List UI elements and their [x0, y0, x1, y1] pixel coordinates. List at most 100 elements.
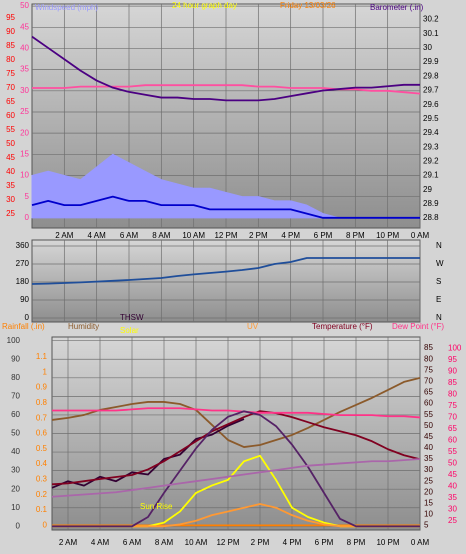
x-tick-label: 2 AM — [59, 538, 78, 547]
y-tick-label: 30 — [423, 43, 432, 52]
y-tick-label: 75 — [6, 69, 15, 78]
y-tick-label: 40 — [6, 167, 15, 176]
y-tick-label: E — [436, 295, 441, 304]
y-tick-label: 50 — [11, 429, 20, 438]
y-tick-label: 0.1 — [36, 505, 48, 514]
y-tick-label: 29.2 — [423, 156, 439, 165]
x-tick-label: 10 AM — [182, 231, 205, 240]
x-tick-label: 8 PM — [346, 231, 365, 240]
y-tick-label: 30.2 — [423, 15, 439, 24]
y-tick-label: 70 — [424, 376, 433, 385]
y-tick-label: 5 — [424, 521, 429, 530]
y-tick-label: 100 — [7, 336, 21, 345]
line — [51, 410, 421, 486]
x-tick-label: 6 AM — [123, 538, 142, 547]
x-tick-label: 2 PM — [251, 538, 270, 547]
y-tick-label: 55 — [448, 447, 457, 456]
y-tick-label: 50 — [448, 458, 457, 467]
y-tick-label: 180 — [16, 277, 30, 286]
chart-subtitle: Friday 13/03/26 — [280, 1, 336, 10]
y-tick-label: 360 — [16, 241, 30, 250]
annotation: Sun Rise — [140, 502, 173, 511]
line — [31, 35, 420, 102]
y-tick-label: 40 — [11, 447, 20, 456]
y-tick-label: 90 — [11, 354, 20, 363]
y-tick-label: 0.4 — [36, 459, 48, 468]
x-tick-label: 6 PM — [315, 538, 334, 547]
y-tick-label: 45 — [448, 470, 457, 479]
legend-label: Rainfall (.in) — [2, 322, 45, 331]
line — [52, 410, 420, 528]
y-tick-label: 85 — [448, 378, 457, 387]
x-tick-label: 8 PM — [347, 538, 366, 547]
y-tick-label: 10 — [20, 171, 29, 180]
y-tick-label: 30 — [424, 465, 433, 474]
x-tick-label: 6 AM — [120, 231, 139, 240]
y-tick-label: W — [436, 259, 444, 268]
y-tick-label: 29.1 — [423, 171, 439, 180]
y-tick-label: 0 — [16, 521, 21, 530]
legend-label: Windspeed (mph) — [35, 3, 98, 12]
y-tick-label: 75 — [448, 401, 457, 410]
y-tick-label: 45 — [424, 432, 433, 441]
line — [31, 257, 420, 285]
legend-label: Dew Point (°F) — [392, 322, 444, 331]
line — [32, 84, 421, 95]
y-tick-label: 60 — [11, 410, 20, 419]
y-tick-label: 35 — [424, 454, 433, 463]
y-tick-label: 45 — [6, 153, 15, 162]
y-tick-label: 50 — [424, 421, 433, 430]
y-tick-label: 30 — [20, 86, 29, 95]
y-tick-label: 0 — [25, 213, 30, 222]
y-tick-label: 10 — [424, 510, 433, 519]
x-tick-label: 10 PM — [376, 538, 399, 547]
y-tick-label: 60 — [6, 111, 15, 120]
y-tick-label: 65 — [424, 388, 433, 397]
y-tick-label: S — [436, 277, 441, 286]
y-tick-label: 85 — [424, 343, 433, 352]
x-tick-label: 6 PM — [314, 231, 333, 240]
y-tick-label: 10 — [11, 503, 20, 512]
y-tick-label: 75 — [424, 365, 433, 374]
y-tick-label: 0.8 — [36, 398, 48, 407]
y-tick-label: 55 — [6, 125, 15, 134]
y-tick-label: 0.6 — [36, 429, 48, 438]
line — [51, 418, 245, 489]
x-tick-label: 8 AM — [155, 538, 174, 547]
y-tick-label: 65 — [448, 424, 457, 433]
y-tick-label: 30 — [6, 195, 15, 204]
y-tick-label: 100 — [448, 344, 462, 353]
y-tick-label: 29.9 — [423, 57, 439, 66]
y-tick-label: 20 — [20, 128, 29, 137]
y-tick-label: 5 — [25, 192, 30, 201]
x-tick-label: 0 AM — [411, 538, 430, 547]
y-tick-label: 40 — [448, 481, 457, 490]
y-tick-label: 1.1 — [36, 352, 48, 361]
y-tick-label: 270 — [16, 259, 30, 268]
y-tick-label: 0.2 — [36, 490, 48, 499]
y-tick-label: 40 — [424, 443, 433, 452]
x-tick-label: 12 PM — [214, 231, 237, 240]
y-tick-label: 28.9 — [423, 199, 439, 208]
y-tick-label: 90 — [448, 367, 457, 376]
x-tick-label: 12 PM — [216, 538, 239, 547]
x-tick-label: 0 AM — [411, 231, 430, 240]
y-tick-label: 70 — [6, 83, 15, 92]
y-tick-label: 95 — [448, 355, 457, 364]
chart-title: 24 hour graph day — [172, 1, 237, 10]
y-tick-label: 35 — [6, 181, 15, 190]
y-tick-label: 15 — [20, 149, 29, 158]
y-tick-label: 50 — [6, 139, 15, 148]
line — [52, 407, 421, 419]
y-tick-label: 0.7 — [36, 413, 48, 422]
legend-label: Temperature (°F) — [312, 322, 373, 331]
y-tick-label: 35 — [448, 493, 457, 502]
line — [51, 458, 421, 498]
line — [51, 376, 421, 448]
y-tick-label: 95 — [6, 13, 15, 22]
x-tick-label: 4 AM — [88, 231, 107, 240]
y-tick-label: 29.5 — [423, 114, 439, 123]
y-tick-label: 30 — [448, 504, 457, 513]
y-tick-label: 65 — [6, 97, 15, 106]
y-tick-label: 90 — [20, 295, 29, 304]
